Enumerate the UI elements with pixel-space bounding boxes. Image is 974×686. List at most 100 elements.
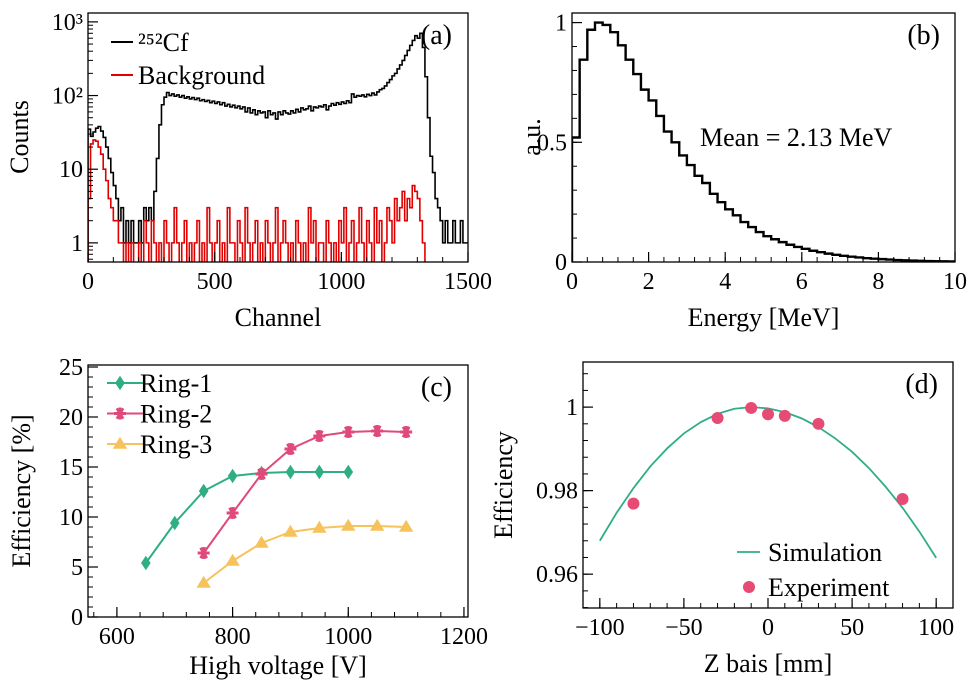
triangle-marker — [341, 518, 356, 531]
y-tick-label: 0.98 — [536, 479, 578, 505]
x-tick-label: 500 — [197, 269, 233, 295]
y-axis-title: Efficiency — [489, 431, 518, 539]
star-marker — [284, 443, 297, 455]
experiment-point — [711, 411, 724, 424]
diamond-marker — [198, 483, 209, 499]
x-tick-label: 1000 — [324, 624, 372, 650]
triangle-marker — [225, 553, 240, 566]
panel-label: (d) — [905, 369, 938, 400]
simulation-curve — [599, 406, 937, 559]
x-tick-label: 100 — [918, 615, 954, 641]
panel-a: 0 500 1000 1500 1 10 10² 10³ Channel Counts (a) ²⁵²… — [5, 10, 492, 332]
x-tick-label: 600 — [99, 624, 135, 650]
diamond-marker — [314, 464, 325, 480]
series-line-ring-1 — [145, 471, 349, 564]
panel-b: 0 2 4 6 8 10 0 0.5 1 Energy [MeV] a.u. (b) Mean = 2.… — [517, 11, 967, 332]
star-marker — [400, 426, 413, 438]
legend-label: Simulation — [768, 538, 882, 567]
diamond-marker — [169, 515, 180, 531]
x-tick-label: 1000 — [317, 269, 365, 295]
plot-frame — [87, 364, 469, 618]
y-tick-label: 10 — [59, 505, 83, 531]
x-tick-label: 6 — [796, 269, 808, 295]
mean-annotation: Mean = 2.13 MeV — [700, 123, 893, 152]
star-marker — [197, 547, 210, 559]
x-axis-title: Energy [MeV] — [688, 303, 840, 332]
diamond-marker — [343, 464, 354, 480]
x-tick-label: −100 — [575, 615, 625, 641]
histogram-spectrum — [572, 21, 955, 262]
diamond-marker — [115, 375, 125, 391]
legend-label: ²⁵²Cf — [138, 28, 189, 57]
x-tick-label: −50 — [665, 615, 703, 641]
plot-area — [88, 32, 468, 262]
x-tick-label: 8 — [872, 269, 884, 295]
triangle-marker — [398, 519, 414, 532]
series-line-ring-3 — [203, 525, 407, 584]
triangle-marker — [196, 575, 211, 588]
y-axis-title: Counts — [5, 100, 34, 174]
y-tick-label: 10² — [52, 84, 83, 110]
y-tick-label: 15 — [59, 455, 83, 481]
y-tick-label: 0 — [71, 605, 83, 631]
x-tick-label: 50 — [840, 615, 864, 641]
plot-frame — [571, 12, 956, 263]
y-tick-label: 10 — [59, 157, 83, 183]
diamond-marker — [285, 464, 296, 480]
star-marker — [255, 468, 268, 480]
diamond-marker — [141, 555, 151, 571]
x-tick-label: 2 — [643, 269, 655, 295]
histogram-cf — [88, 32, 468, 262]
triangle-marker — [312, 520, 327, 533]
x-tick-label: 800 — [215, 624, 251, 650]
triangle-marker — [112, 436, 128, 449]
triangle-marker — [283, 524, 298, 537]
legend-label: Ring-1 — [140, 369, 212, 398]
plot-area — [599, 401, 937, 559]
y-tick-label: 0.96 — [536, 562, 578, 588]
plot-frame — [582, 361, 954, 609]
y-tick-label: 20 — [59, 405, 83, 431]
star-marker — [342, 426, 355, 438]
panel-c: 600 800 1000 1200 0 5 10 15 20 25 High voltage [V]… — [7, 355, 488, 680]
panel-d: −100 −50 0 50 100 0.96 0.98 1 Z bais [mm] Efficie… — [489, 361, 954, 678]
plot-area — [572, 21, 955, 262]
legend-label: Ring-3 — [140, 430, 212, 459]
x-tick-label: 1500 — [444, 269, 492, 295]
legend-marker — [743, 581, 755, 593]
histogram-background — [88, 139, 426, 262]
experiment-point — [778, 409, 791, 422]
x-tick-label: 10 — [943, 269, 967, 295]
y-tick-label: 0.5 — [537, 130, 567, 156]
star-marker — [114, 407, 126, 420]
x-axis-title: Channel — [235, 303, 322, 332]
experiment-point — [812, 417, 825, 430]
y-tick-label: 10³ — [52, 10, 83, 36]
x-tick-label: 0 — [762, 615, 774, 641]
y-axis-title: a.u. — [517, 118, 546, 156]
y-tick-label: 1 — [71, 231, 83, 257]
x-tick-label: 0 — [82, 269, 94, 295]
star-marker — [226, 507, 239, 519]
y-tick-label: 1 — [555, 11, 567, 37]
triangle-marker — [369, 518, 385, 531]
star-marker — [313, 430, 326, 442]
y-tick-label: 1 — [566, 395, 578, 421]
y-tick-label: 25 — [59, 355, 83, 381]
plot-area — [141, 425, 414, 588]
x-tick-label: 1200 — [440, 624, 488, 650]
x-axis-title: High voltage [V] — [189, 651, 367, 680]
legend-label: Background — [138, 61, 265, 90]
experiment-point — [745, 401, 758, 414]
legend-label: Experiment — [768, 573, 890, 602]
x-tick-label: 4 — [719, 269, 731, 295]
triangle-marker — [254, 535, 269, 548]
plot-frame — [87, 12, 469, 263]
star-marker — [371, 425, 384, 437]
experiment-point — [627, 497, 640, 510]
y-tick-label: 5 — [71, 555, 83, 581]
x-tick-label: 0 — [566, 269, 578, 295]
y-axis-title: Efficiency [%] — [7, 414, 36, 567]
panel-label: (b) — [907, 20, 940, 51]
